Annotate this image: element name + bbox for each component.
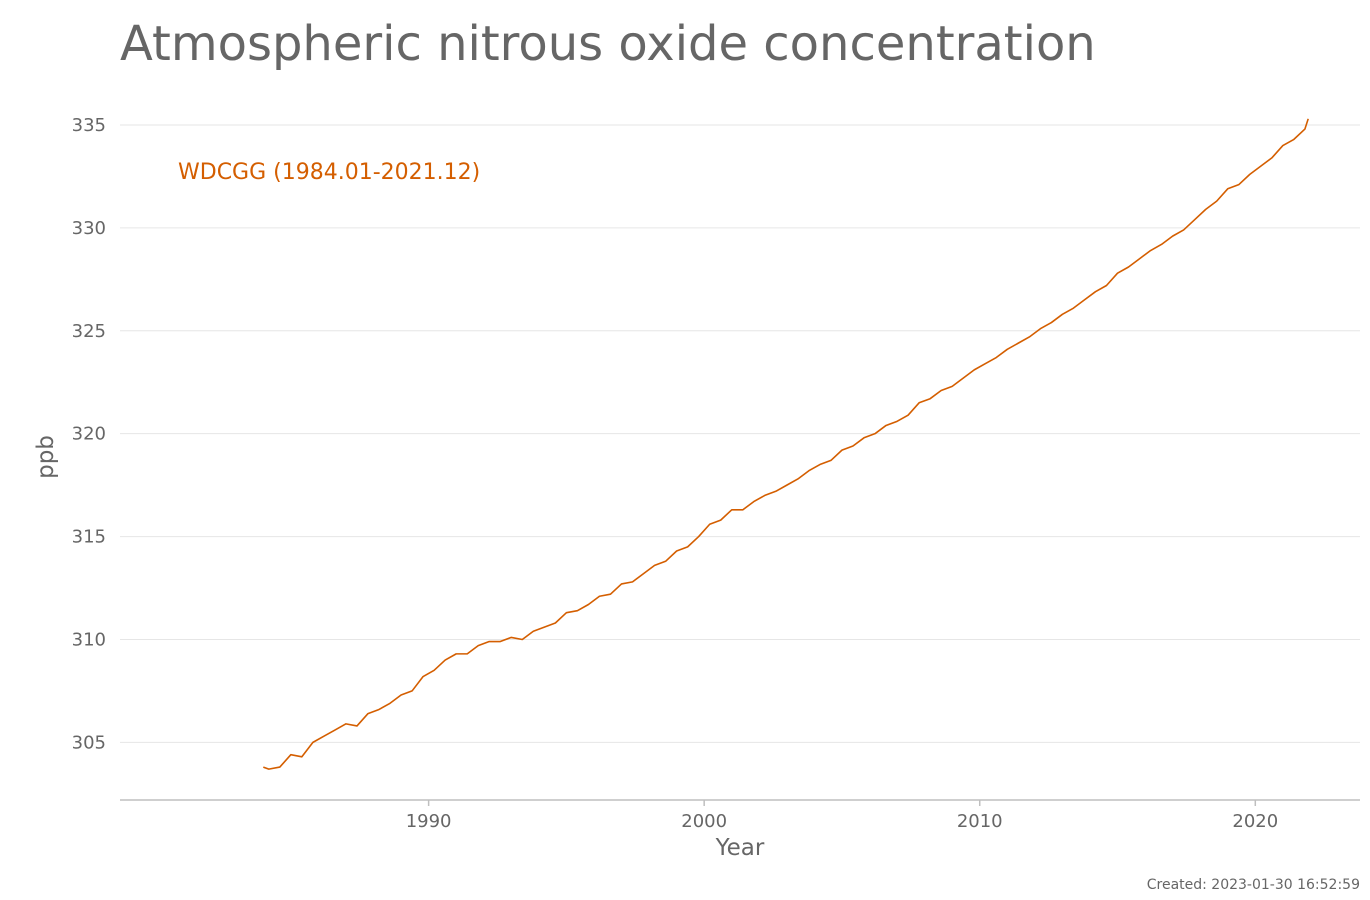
y-tick-label: 325 [72, 321, 106, 342]
y-tick-label: 320 [72, 424, 106, 445]
y-tick-labels: 305 310 315 320 325 330 335 [72, 115, 106, 753]
series-label-wdcgg: WDCGG (1984.01-2021.12) [178, 160, 480, 185]
y-tick-label: 310 [72, 629, 106, 650]
y-tick-label: 305 [72, 732, 106, 753]
x-tick-label: 2000 [681, 811, 727, 832]
y-tick-label: 330 [72, 218, 106, 239]
x-tick-label: 1990 [406, 811, 452, 832]
y-tick-label: 315 [72, 527, 106, 548]
chart-title: Atmospheric nitrous oxide concentration [120, 16, 1096, 72]
y-tick-label: 335 [72, 115, 106, 136]
x-axis-title: Year [715, 835, 765, 861]
series-line-wdcgg [263, 118, 1309, 770]
x-tick-label: 2020 [1232, 811, 1278, 832]
y-gridlines [120, 124, 1360, 743]
x-tick-labels: 1990 2000 2010 2020 [406, 800, 1278, 832]
x-tick-label: 2010 [957, 811, 1003, 832]
y-axis-title: ppb [33, 435, 59, 479]
created-timestamp: Created: 2023-01-30 16:52:59 [1147, 877, 1360, 893]
